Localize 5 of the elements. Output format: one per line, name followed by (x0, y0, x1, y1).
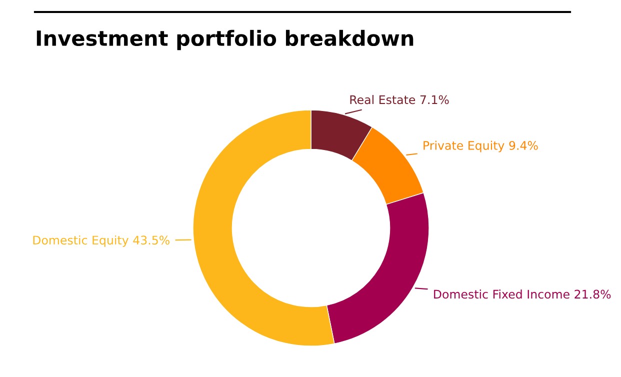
chart-title: Investment portfolio breakdown (36, 30, 414, 50)
slice-label: Private Equity 9.4% (424, 140, 538, 152)
slice-label: Domestic Fixed Income 21.8% (434, 290, 611, 299)
slice-label: Real Estate 7.1% (350, 95, 449, 104)
slice-label: Domestic Equity 43.5% (33, 235, 170, 247)
